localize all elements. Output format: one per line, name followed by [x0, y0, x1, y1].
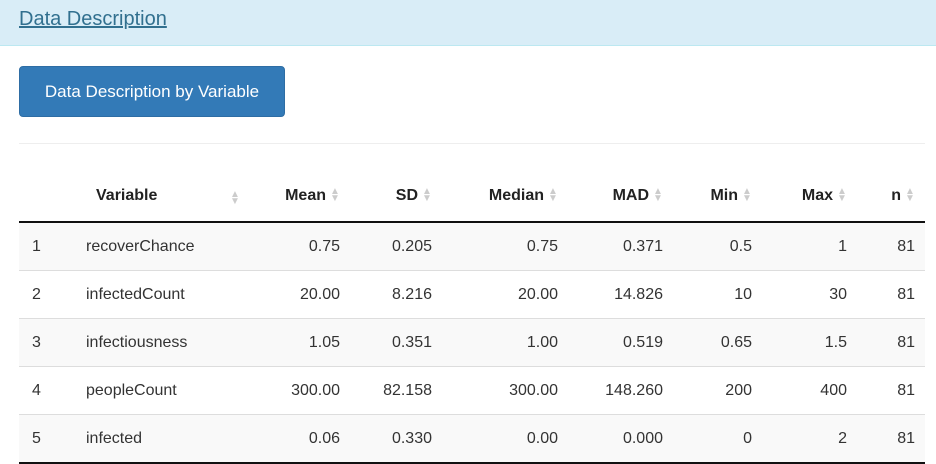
- cell-n: 81: [857, 366, 925, 415]
- column-header-max[interactable]: Max ▲ ▼: [762, 170, 857, 223]
- table-row: 5 infected 0.06 0.330 0.00 0.000 0 2 81: [19, 414, 925, 464]
- cell-min: 0.5: [673, 221, 762, 271]
- cell-variable: recoverChance: [75, 221, 250, 271]
- cell-mad: 0.371: [568, 221, 673, 271]
- sort-icon[interactable]: ▲ ▼: [837, 186, 847, 205]
- sort-icon[interactable]: ▲ ▼: [742, 186, 752, 205]
- cell-mean: 1.05: [250, 318, 350, 367]
- cell-mad: 148.260: [568, 366, 673, 415]
- column-header-label: MAD: [612, 186, 649, 204]
- cell-mean: 0.06: [250, 414, 350, 464]
- cell-mad: 14.826: [568, 270, 673, 319]
- column-header-sd[interactable]: SD ▲ ▼: [350, 170, 442, 223]
- cell-variable: infected: [75, 414, 250, 464]
- cell-max: 1: [762, 221, 857, 271]
- cell-index: 2: [19, 270, 75, 319]
- table-row: 1 recoverChance 0.75 0.205 0.75 0.371 0.5 1 81: [19, 221, 925, 271]
- sort-icon[interactable]: ▲ ▼: [230, 188, 240, 207]
- data-description-link[interactable]: Data Description: [19, 8, 167, 30]
- column-header-mean[interactable]: Mean ▲ ▼: [250, 170, 350, 223]
- column-header-label: Variable: [96, 186, 158, 204]
- cell-max: 400: [762, 366, 857, 415]
- cell-min: 0: [673, 414, 762, 464]
- table-row: 2 infectedCount 20.00 8.216 20.00 14.826 10 30 8…: [19, 270, 925, 319]
- cell-median: 0.00: [442, 414, 568, 464]
- cell-mad: 0.519: [568, 318, 673, 367]
- cell-index: 1: [19, 221, 75, 271]
- cell-sd: 0.351: [350, 318, 442, 367]
- cell-mad: 0.000: [568, 414, 673, 464]
- column-header-n[interactable]: n ▲ ▼: [857, 170, 925, 223]
- cell-n: 81: [857, 318, 925, 367]
- sort-icon[interactable]: ▲ ▼: [422, 186, 432, 205]
- cell-median: 20.00: [442, 270, 568, 319]
- column-header-variable[interactable]: Variable ▲ ▼: [75, 170, 250, 223]
- column-header-label: n: [891, 186, 901, 204]
- column-header-median[interactable]: Median ▲ ▼: [442, 170, 568, 223]
- column-header-label: Median: [488, 186, 544, 204]
- data-description-by-variable-button[interactable]: Data Description by Variable: [19, 66, 285, 117]
- column-header-min[interactable]: Min ▲ ▼: [673, 170, 762, 223]
- cell-min: 200: [673, 366, 762, 415]
- cell-sd: 0.330: [350, 414, 442, 464]
- sort-icon[interactable]: ▲ ▼: [905, 186, 915, 205]
- column-header-label: Min: [710, 186, 738, 204]
- table-row: 4 peopleCount 300.00 82.158 300.00 148.260 200…: [19, 366, 925, 415]
- cell-sd: 8.216: [350, 270, 442, 319]
- cell-median: 300.00: [442, 366, 568, 415]
- cell-mean: 300.00: [250, 366, 350, 415]
- cell-index: 4: [19, 366, 75, 415]
- cell-sd: 82.158: [350, 366, 442, 415]
- sort-icon[interactable]: ▲ ▼: [548, 186, 558, 205]
- cell-variable: infectedCount: [75, 270, 250, 319]
- table-header-row: Variable ▲ ▼ Mean ▲ ▼ SD ▲ ▼ Median ▲ ▼ MAD ▲ ▼ Min ▲ ▼ Ma…: [19, 170, 925, 223]
- divider: [19, 143, 925, 144]
- table-row: 3 infectiousness 1.05 0.351 1.00 0.519 0.65 1.5…: [19, 318, 925, 367]
- cell-max: 30: [762, 270, 857, 319]
- cell-variable: peopleCount: [75, 366, 250, 415]
- cell-mean: 0.75: [250, 221, 350, 271]
- column-header-mad[interactable]: MAD ▲ ▼: [568, 170, 673, 223]
- column-header-label: SD: [395, 186, 418, 204]
- column-header-label: Max: [801, 186, 833, 204]
- column-header-label: Mean: [285, 186, 326, 204]
- cell-min: 10: [673, 270, 762, 319]
- cell-index: 3: [19, 318, 75, 367]
- cell-variable: infectiousness: [75, 318, 250, 367]
- cell-median: 0.75: [442, 221, 568, 271]
- sort-icon[interactable]: ▲ ▼: [330, 186, 340, 205]
- cell-sd: 0.205: [350, 221, 442, 271]
- cell-n: 81: [857, 414, 925, 464]
- cell-mean: 20.00: [250, 270, 350, 319]
- cell-max: 1.5: [762, 318, 857, 367]
- sort-icon[interactable]: ▲ ▼: [653, 186, 663, 205]
- cell-max: 2: [762, 414, 857, 464]
- data-description-table: Variable ▲ ▼ Mean ▲ ▼ SD ▲ ▼ Median ▲ ▼ MAD ▲ ▼ Min ▲ ▼ Ma…: [19, 170, 925, 464]
- cell-min: 0.65: [673, 318, 762, 367]
- cell-index: 5: [19, 414, 75, 464]
- column-header-index[interactable]: [19, 170, 75, 223]
- cell-n: 81: [857, 270, 925, 319]
- cell-n: 81: [857, 221, 925, 271]
- cell-median: 1.00: [442, 318, 568, 367]
- header-bar: Data Description: [0, 0, 936, 46]
